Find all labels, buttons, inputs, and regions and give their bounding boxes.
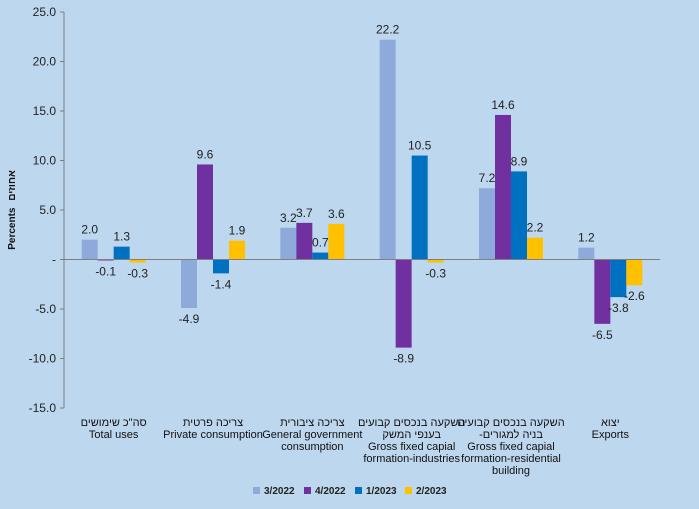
legend-label: 2/2023 bbox=[416, 486, 447, 497]
y-tick-label: - bbox=[52, 253, 56, 267]
bar-1-2023 bbox=[610, 259, 627, 298]
bar-1-2023 bbox=[511, 171, 527, 260]
category-label-line: Total uses bbox=[89, 429, 139, 441]
y-tick-label: 5.0 bbox=[39, 203, 56, 217]
bar-2-2023 bbox=[229, 240, 245, 260]
data-label: 1.2 bbox=[578, 231, 595, 245]
data-labels: 2.0 -4.9 3.2 22.2 7.2 1.2 -0.1 9.6 3.7 -8.9 14.6 -6… bbox=[81, 23, 645, 366]
legend: 3/2022 4/2022 1/2023 2/2023 bbox=[253, 486, 447, 497]
data-label: 2.2 bbox=[527, 221, 544, 235]
data-label: 3.2 bbox=[280, 211, 297, 225]
bars bbox=[81, 39, 643, 348]
category-label-line: formation-residential bbox=[461, 453, 561, 465]
data-label: 22.2 bbox=[376, 23, 400, 37]
category-label-line: Exports bbox=[592, 429, 630, 441]
data-label: -1.4 bbox=[211, 277, 232, 291]
data-label: 2.0 bbox=[81, 223, 98, 237]
category-label-he: השקעה בנכסים קבועים bbox=[457, 417, 564, 429]
bar-1-2023 bbox=[113, 246, 130, 260]
data-label: -0.3 bbox=[127, 266, 148, 280]
bar-4-2022 bbox=[296, 222, 313, 260]
data-label: 3.7 bbox=[296, 206, 313, 220]
data-label: 3.6 bbox=[328, 207, 345, 221]
bar-2-2023 bbox=[328, 223, 345, 260]
legend-swatch bbox=[253, 487, 260, 494]
data-label: -0.1 bbox=[95, 264, 116, 278]
bar-1-2023 bbox=[312, 252, 329, 260]
y-tick-label: -10.0 bbox=[29, 352, 57, 366]
y-tick-label: 25.0 bbox=[33, 5, 57, 19]
bar-2-2023 bbox=[129, 259, 146, 263]
data-label: 14.6 bbox=[491, 98, 515, 112]
bar-3-2022 bbox=[479, 188, 495, 260]
y-axis-label-he: אחוזים bbox=[7, 170, 18, 201]
y-axis-label-en: Percents bbox=[7, 207, 18, 250]
bar-1-2023 bbox=[213, 259, 229, 274]
bar-3-2022 bbox=[578, 247, 595, 260]
y-tick-label: -5.0 bbox=[35, 302, 56, 316]
bar-3-2022 bbox=[280, 227, 297, 260]
data-label: -2.6 bbox=[624, 289, 645, 303]
legend-label: 3/2022 bbox=[264, 486, 295, 497]
data-label: -8.9 bbox=[393, 352, 414, 366]
category-label-he: השקעה בנכסים קבועים bbox=[358, 417, 465, 429]
data-label: 1.3 bbox=[113, 230, 130, 244]
category-label-line: Gross fixed capial bbox=[467, 441, 554, 453]
legend-swatch bbox=[304, 487, 311, 494]
category-label-line: General government bbox=[262, 429, 362, 441]
y-axis-label: Percents אחוזים bbox=[7, 170, 18, 250]
data-label: 1.9 bbox=[229, 224, 246, 238]
data-label: 9.6 bbox=[197, 147, 214, 161]
data-label: 0.7 bbox=[312, 236, 329, 250]
legend-label: 4/2022 bbox=[315, 486, 346, 497]
legend-swatch bbox=[355, 487, 362, 494]
category-label-he: צריכה ציבורית bbox=[280, 417, 345, 429]
category-label-line: Private consumption bbox=[163, 429, 263, 441]
data-label: 7.2 bbox=[479, 171, 496, 185]
data-label: -3.8 bbox=[608, 301, 629, 315]
legend-swatch bbox=[405, 487, 412, 494]
category-label-line: building bbox=[492, 465, 530, 477]
y-tick-label: 10.0 bbox=[33, 154, 57, 168]
data-label: 10.5 bbox=[408, 139, 432, 153]
bar-2-2023 bbox=[626, 259, 643, 286]
data-label: -0.3 bbox=[425, 266, 446, 280]
bar-3-2022 bbox=[181, 259, 197, 309]
category-label-line: Gross fixed capial bbox=[368, 441, 455, 453]
y-tick-label: -15.0 bbox=[29, 401, 57, 415]
bar-1-2023 bbox=[411, 155, 428, 260]
data-label: 8.9 bbox=[511, 154, 528, 168]
bar-3-2022 bbox=[379, 39, 396, 260]
data-label: -6.5 bbox=[592, 328, 613, 342]
legend-label: 1/2023 bbox=[366, 486, 397, 497]
bar-2-2023 bbox=[527, 237, 543, 260]
y-axis-ticks: 25.0 20.0 15.0 10.0 5.0 - -5.0 -10.0 -15.0 bbox=[29, 5, 64, 415]
bar-4-2022 bbox=[594, 259, 611, 324]
bar-4-2022 bbox=[395, 259, 412, 348]
category-label-line: בענפי המשק bbox=[382, 429, 441, 441]
bar-4-2022 bbox=[197, 164, 213, 260]
category-label-he: צריכה פרטית bbox=[183, 417, 243, 429]
bar-4-2022 bbox=[495, 114, 511, 260]
bar-3-2022 bbox=[81, 239, 98, 260]
category-label-he: סה"כ שימושים bbox=[81, 417, 147, 429]
bar-2-2023 bbox=[427, 259, 444, 263]
category-label-line: formation-industries bbox=[363, 453, 460, 465]
y-tick-label: 15.0 bbox=[33, 104, 57, 118]
category-label-line: -בניה למגורים bbox=[479, 428, 543, 441]
data-label: -4.9 bbox=[179, 312, 200, 326]
y-tick-label: 20.0 bbox=[33, 55, 57, 69]
category-label-line: consumption bbox=[281, 441, 343, 453]
category-label-he: יצוא bbox=[601, 417, 620, 429]
